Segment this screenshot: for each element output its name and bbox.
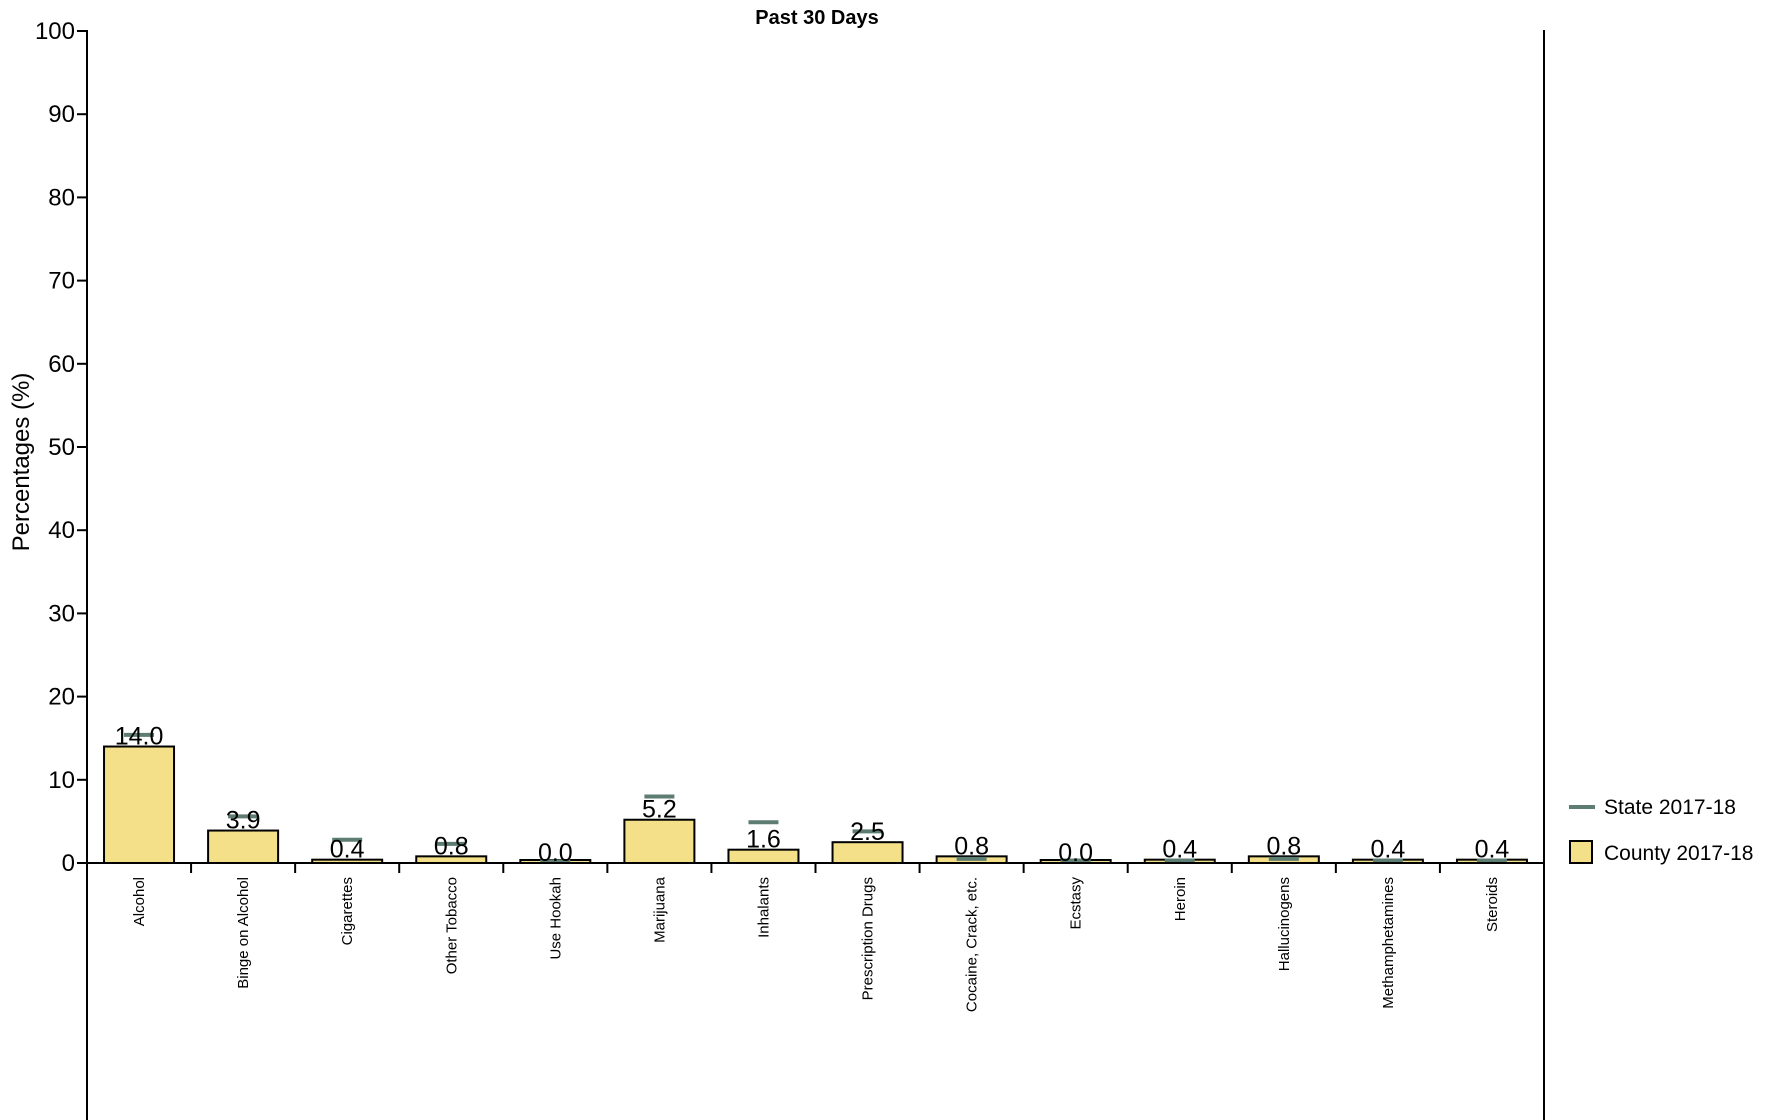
bar-value-label: 0.4 — [1371, 836, 1406, 864]
x-axis-ticks: Alcohol Binge on Alcohol Cigarettes Other T… — [131, 863, 1501, 1012]
legend: State 2017-18 County 2017-18 — [1569, 796, 1753, 865]
y-tick-label: 80 — [48, 184, 75, 211]
legend-state-label: State 2017-18 — [1604, 796, 1736, 819]
y-tick-label: 40 — [48, 517, 75, 544]
bar-value-label: 0.8 — [954, 832, 989, 860]
state-markers — [124, 732, 1507, 864]
legend-county-label: County 2017-18 — [1604, 842, 1753, 865]
bar-value-label: 0.4 — [330, 836, 365, 864]
bar-value-label: 0.4 — [1162, 836, 1197, 864]
y-tick-label: 90 — [48, 101, 75, 128]
x-tick-label: Heroin — [1172, 877, 1189, 921]
bar-value-label: 5.2 — [642, 796, 677, 824]
county-bar — [623, 818, 696, 865]
y-axis-label: Percentages (%) — [8, 373, 35, 552]
x-tick-label: Marijuana — [651, 876, 668, 943]
bar-value-label: 2.5 — [850, 818, 885, 846]
bar-value-label: 0.4 — [1475, 836, 1510, 864]
y-tick-label: 100 — [35, 18, 75, 45]
legend-county-swatch — [1569, 840, 1593, 864]
y-tick-label: 30 — [48, 600, 75, 627]
y-tick-label: 0 — [62, 850, 75, 877]
x-tick-label: Use Hookah — [547, 877, 564, 960]
x-tick-label: Steroids — [1484, 877, 1501, 932]
x-tick-label: Hallucinogens — [1276, 877, 1293, 971]
county-bar — [103, 745, 176, 865]
y-axis-ticks: 0 10 20 30 40 50 60 70 80 90 100 — [35, 18, 87, 877]
bar-value-label: 3.9 — [226, 807, 261, 835]
x-tick-label: Ecstasy — [1068, 877, 1085, 930]
value-labels: 14.03.90.4 0.8 0.05.21.6 2.50.8 0.0 0.4 0.8 0.4… — [115, 723, 1510, 867]
x-tick-label: Cocaine, Crack, etc. — [964, 877, 981, 1012]
y-tick-label: 50 — [48, 434, 75, 461]
x-tick-label: Inhalants — [755, 877, 772, 938]
y-tick-label: 10 — [48, 767, 75, 794]
county-bar — [207, 829, 280, 864]
y-tick-label: 60 — [48, 351, 75, 378]
x-tick-label: Prescription Drugs — [860, 877, 877, 1000]
chart-title: Past 30 Days — [755, 7, 878, 29]
x-tick-label: Alcohol — [131, 877, 148, 926]
x-tick-label: Methamphetamines — [1380, 877, 1397, 1009]
bar-value-label: 0.8 — [434, 832, 469, 860]
y-tick-label: 70 — [48, 268, 75, 295]
x-tick-label: Cigarettes — [339, 877, 356, 945]
x-tick-label: Binge on Alcohol — [235, 877, 252, 989]
y-tick-label: 20 — [48, 684, 75, 711]
x-tick-label: Other Tobacco — [443, 877, 460, 974]
bar-value-label: 14.0 — [115, 723, 164, 751]
bar-value-label: 1.6 — [746, 826, 781, 854]
bar-value-label: 0.8 — [1266, 832, 1301, 860]
county-bars — [103, 745, 1528, 865]
